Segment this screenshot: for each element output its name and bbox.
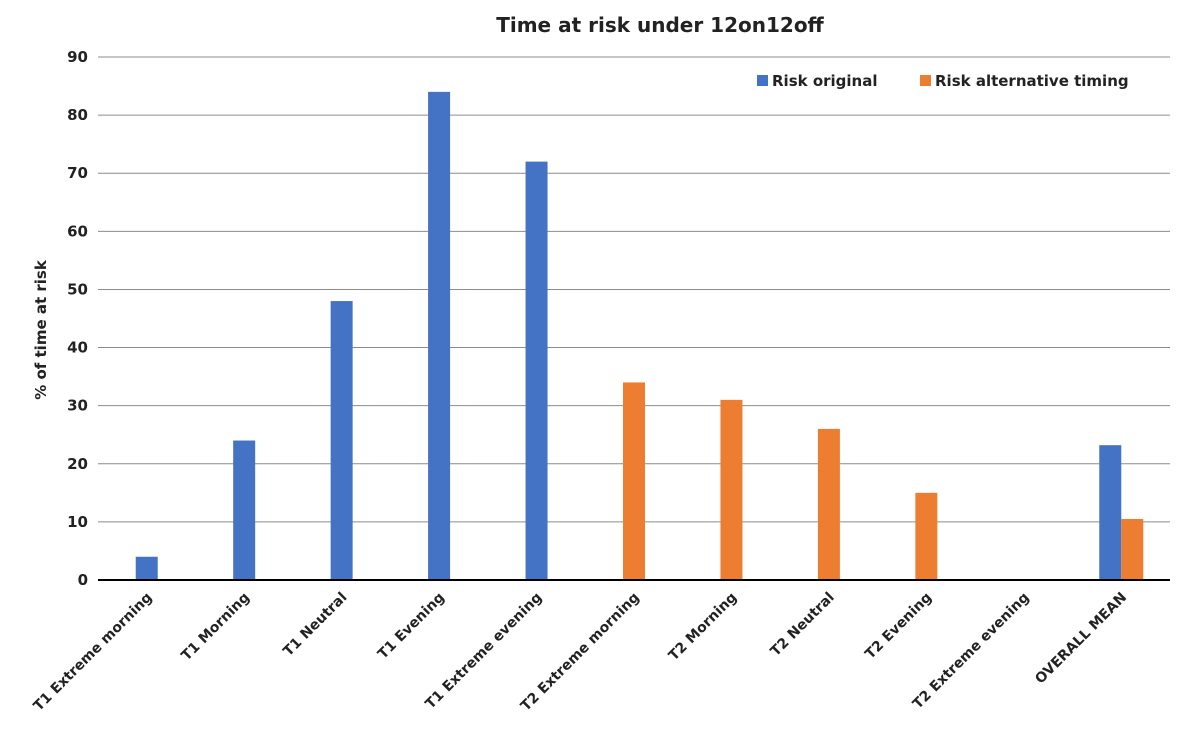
x-tick-label: T2 Extreme evening — [910, 590, 1033, 713]
bar-t1-extreme-evening-series-0 — [525, 161, 548, 580]
y-tick-label: 80 — [67, 106, 88, 124]
y-tick-label: 70 — [67, 164, 88, 182]
bar-t1-morning-series-0 — [233, 440, 256, 580]
y-axis-label: % of time at risk — [32, 259, 50, 400]
bars — [135, 91, 1144, 580]
y-axis-ticks: 0 10 20 30 40 50 60 70 80 90 — [67, 48, 88, 589]
x-tick-label: T1 Evening — [375, 590, 448, 663]
x-axis-ticks: T1 Extreme morning T1 Morning T1 Neutral T1… — [31, 590, 1130, 715]
y-tick-label: 20 — [67, 455, 88, 473]
y-tick-label: 30 — [67, 397, 88, 415]
y-tick-label: 10 — [67, 513, 88, 531]
legend-label: Risk original — [772, 72, 877, 90]
bar-t1-neutral-series-0 — [330, 301, 353, 580]
bar-t2-evening-series-1 — [915, 492, 938, 580]
bar-overall-mean-series-0 — [1099, 445, 1122, 580]
bar-t2-neutral-series-1 — [817, 428, 840, 580]
x-tick-label: T2 Evening — [862, 590, 935, 663]
x-tick-label: T2 Neutral — [768, 590, 838, 660]
x-tick-label: T1 Extreme morning — [31, 590, 156, 715]
y-tick-label: 40 — [67, 339, 88, 357]
legend: Risk original Risk alternative timing — [757, 72, 1129, 90]
chart-title: Time at risk under 12on12off — [496, 13, 824, 37]
y-tick-label: 90 — [67, 48, 88, 66]
x-tick-label: T1 Morning — [178, 590, 253, 665]
bar-overall-mean-series-1 — [1121, 518, 1144, 580]
bar-t2-morning-series-1 — [720, 399, 743, 580]
bar-t2-extreme-morning-series-1 — [623, 382, 645, 580]
x-tick-label: OVERALL MEAN — [1032, 590, 1130, 688]
bar-t1-extreme-morning-series-0 — [135, 556, 158, 580]
y-tick-label: 0 — [78, 571, 88, 589]
x-tick-label: T1 Neutral — [280, 590, 350, 660]
gridlines — [98, 56, 1170, 523]
legend-swatch — [920, 75, 931, 86]
x-tick-label: T2 Morning — [666, 590, 741, 665]
legend-label: Risk alternative timing — [935, 72, 1129, 90]
y-tick-label: 50 — [67, 280, 88, 298]
legend-swatch — [757, 75, 768, 86]
bar-t1-evening-series-0 — [428, 91, 451, 580]
y-tick-label: 60 — [67, 222, 88, 240]
